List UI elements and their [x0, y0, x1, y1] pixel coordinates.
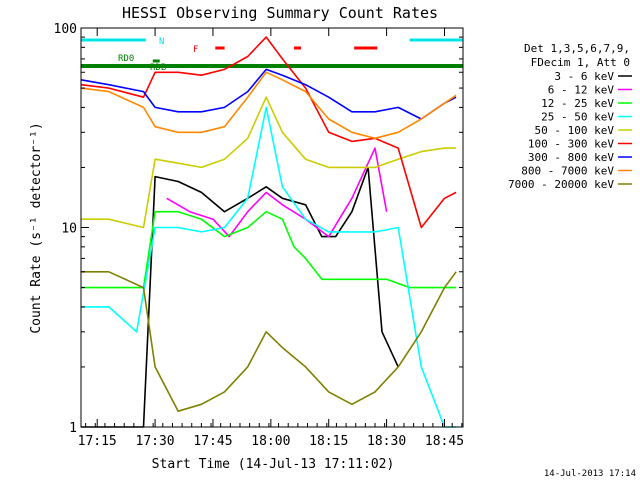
chart-title: HESSI Observing Summary Count Rates	[122, 4, 438, 22]
observing-flags: N F RD0 RDB	[81, 37, 463, 73]
y-tick-label: 100	[54, 22, 77, 37]
legend-entry-50-100-kev: 50 - 100 keV	[535, 124, 615, 137]
flag-rd0-label: RD0	[118, 54, 134, 64]
x-tick-label: 18:30	[367, 434, 406, 449]
legend-header: FDecim 1, Att 0	[531, 56, 630, 69]
x-tick-label: 18:15	[309, 434, 348, 449]
x-axis-label: Start Time (14-Jul-13 17:11:02)	[152, 457, 395, 472]
legend-entry-6-12-kev: 6 - 12 keV	[548, 84, 615, 97]
legend-entry-800-7000-kev: 800 - 7000 keV	[521, 165, 614, 178]
y-axis-label: Count Rate (s⁻¹ detector⁻¹)	[29, 122, 44, 333]
series-300-800-kev	[80, 68, 457, 120]
series-12-25-kev	[81, 210, 457, 289]
series-100-300-kev	[80, 36, 457, 229]
series-6-12-kev	[166, 147, 388, 238]
legend-entry-25-50-kev: 25 - 50 keV	[541, 111, 614, 124]
axes: 17:15 17:30 17:45 18:00 18:15 18:30 18:45 1 10 10…	[54, 22, 465, 449]
legend-entry-300-800-kev: 300 - 800 keV	[528, 151, 614, 164]
legend-entry-100-300-kev: 100 - 300 keV	[528, 138, 614, 151]
y-tick-label: 1	[69, 421, 77, 436]
legend-entry-7000-20000-kev: 7000 - 20000 keV	[508, 178, 614, 191]
x-tick-label: 18:45	[425, 434, 464, 449]
series-50-100-kev	[81, 96, 457, 229]
series-800-7000-kev	[80, 71, 457, 140]
x-tick-label: 17:30	[136, 434, 175, 449]
flag-rdb-label: RDB	[150, 63, 166, 73]
x-tick-label: 17:15	[78, 434, 117, 449]
y-tick-label: 10	[61, 222, 77, 237]
legend: Det 1,3,5,6,7,9,FDecim 1, Att 03 - 6 keV…	[508, 42, 632, 191]
series-layer	[80, 36, 457, 428]
x-tick-label: 18:00	[251, 434, 290, 449]
legend-entry-12-25-kev: 12 - 25 keV	[541, 97, 614, 110]
x-tick-label: 17:45	[193, 434, 232, 449]
flag-n-label: N	[159, 37, 164, 47]
legend-entry-3-6-kev: 3 - 6 keV	[554, 70, 614, 83]
series-3-6-kev	[81, 166, 399, 428]
series-7000-20000-kev	[81, 270, 457, 413]
flag-f-label: F	[193, 45, 198, 55]
plot-timestamp: 14-Jul-2013 17:14	[544, 469, 636, 479]
series-25-50-kev	[81, 106, 457, 428]
legend-header: Det 1,3,5,6,7,9,	[524, 42, 630, 55]
